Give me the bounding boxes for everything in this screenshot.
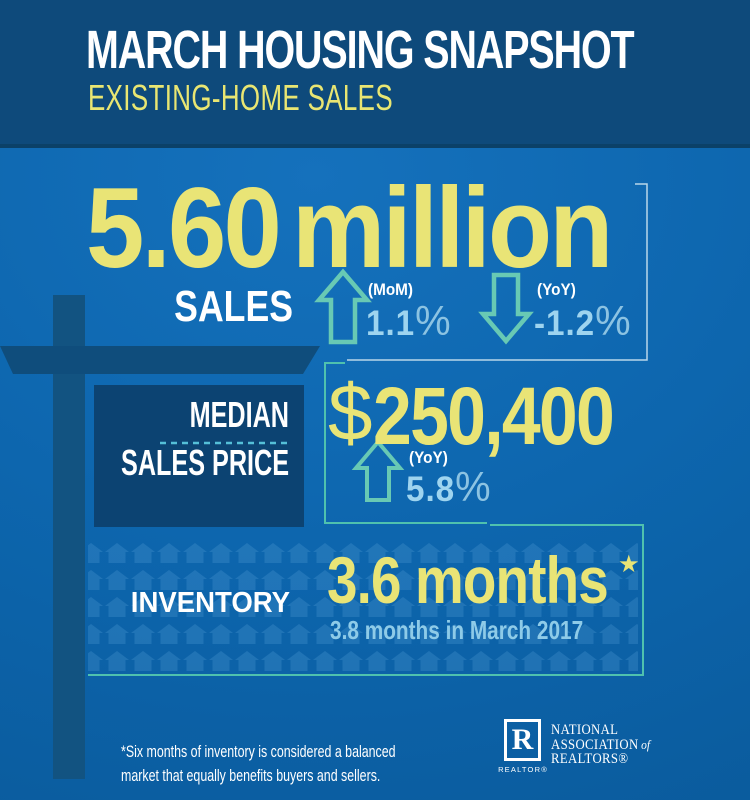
org-line1: NATIONAL	[551, 722, 619, 738]
header-band	[0, 0, 750, 148]
median-label-line1: MEDIAN	[189, 394, 289, 435]
median-yoy-percent-sign: %	[455, 463, 491, 510]
sales-value: 5.60 million	[86, 172, 613, 286]
mom-change-number: 1.1	[366, 304, 416, 343]
disclaimer-text: *Six months of inventory is considered a…	[121, 740, 396, 788]
disclaimer-line1: *Six months of inventory is considered a…	[121, 742, 396, 761]
median-price-value: $250,400	[328, 371, 655, 462]
nar-org-name: NATIONAL ASSOCIATION of REALTORS®	[551, 723, 650, 767]
footnote-star: ★	[618, 551, 640, 578]
sign-post	[53, 295, 85, 779]
sign-crossbar	[0, 346, 320, 374]
yoy-change-value: -1.2%	[534, 300, 631, 342]
mom-change-value: 1.1%	[366, 300, 451, 342]
mom-percent-sign: %	[415, 297, 451, 344]
median-price-number: 250,400	[372, 371, 615, 462]
sales-unit: million	[291, 165, 613, 292]
sales-label: SALES	[174, 282, 293, 331]
median-yoy-number: 5.8	[406, 470, 456, 509]
inventory-value: 3.6 months	[327, 543, 609, 617]
inventory-frame-line	[88, 524, 644, 676]
org-line2: ASSOCIATION of	[551, 736, 651, 753]
house-pattern	[88, 538, 638, 673]
realtor-r-mark: R	[511, 723, 534, 756]
org-line2-of: of	[641, 736, 651, 752]
mom-period-label: (MoM)	[368, 280, 414, 299]
median-up-arrow-icon	[351, 438, 405, 502]
yoy-change-number: -1.2	[534, 304, 596, 343]
median-frame-line	[324, 362, 487, 524]
sign-panel: MEDIAN SALES PRICE	[94, 385, 304, 527]
mom-up-arrow-icon	[314, 268, 372, 345]
median-label-line2: SALES PRICE	[120, 442, 289, 483]
inventory-label: INVENTORY	[130, 587, 290, 619]
page-title: MARCH HOUSING SNAPSHOT	[86, 20, 635, 80]
org-line3: REALTORS®	[551, 751, 629, 767]
yoy-period-label: (YoY)	[537, 280, 576, 299]
realtor-wordmark: REALTOR®	[498, 765, 548, 774]
disclaimer-line2: market that equally benefits buyers and …	[121, 766, 381, 785]
inventory-comparison: 3.8 months in March 2017	[330, 615, 584, 645]
realtor-logo: R	[504, 719, 541, 761]
median-yoy-period-label: (YoY)	[409, 448, 448, 467]
sales-bracket-line	[347, 183, 648, 361]
page-subtitle: EXISTING-HOME SALES	[88, 77, 393, 118]
currency-sign: $	[328, 368, 373, 457]
sales-number: 5.60	[86, 165, 282, 292]
yoy-down-arrow-icon	[478, 272, 534, 345]
median-yoy-change-value: 5.8%	[406, 466, 491, 508]
yoy-percent-sign: %	[595, 297, 631, 344]
org-line2-text: ASSOCIATION	[551, 736, 639, 753]
